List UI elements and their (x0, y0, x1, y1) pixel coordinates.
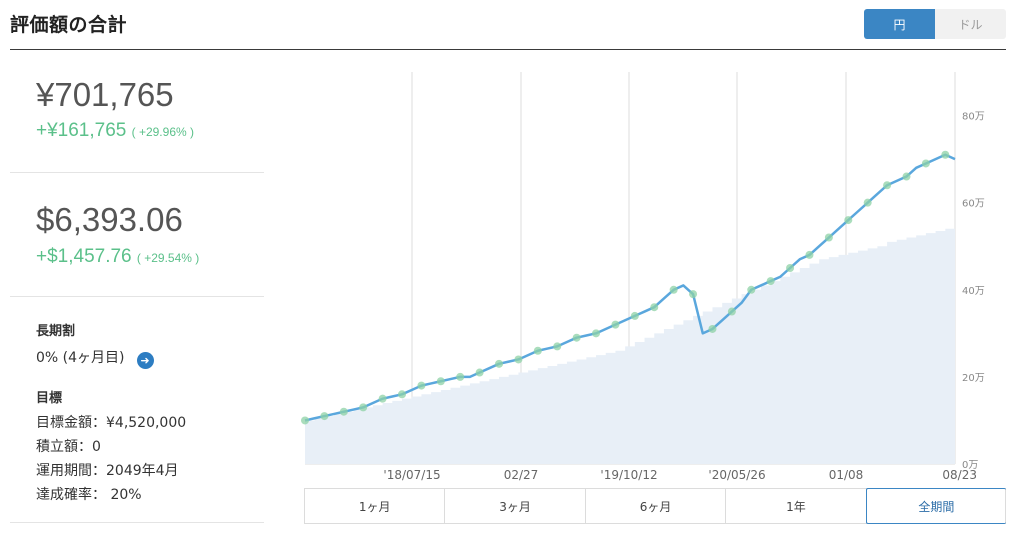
data-point (669, 285, 678, 294)
data-point (359, 403, 368, 412)
range-6-month-tab[interactable]: 6ヶ月 (586, 489, 727, 523)
usd-gain-amount: +$1,457.76 (36, 246, 132, 267)
usd-gain: +$1,457.76 ( +29.54% ) (36, 246, 199, 268)
data-point (514, 355, 523, 364)
data-point (630, 311, 639, 320)
data-point (572, 333, 581, 342)
x-tick-label: '18/07/15 (383, 468, 440, 482)
data-point (417, 381, 426, 390)
usd-summary: $6,393.06 +$1,457.76 ( +29.54% ) (10, 173, 264, 297)
details-section: 長期割 0% (4ヶ月目) ➜ 目標 目標金額：¥4,520,000 積立額：0 … (10, 296, 264, 523)
range-1-month-tab[interactable]: 1ヶ月 (305, 489, 446, 523)
data-point (378, 394, 387, 403)
yen-total: ¥701,765 (36, 76, 174, 113)
y-tick-label: 40万 (962, 286, 985, 297)
data-point (475, 368, 484, 377)
yen-summary: ¥701,765 +¥161,765 ( +29.96% ) (10, 50, 264, 173)
y-axis-ticks: 0万 20万 40万 60万 80万 (962, 112, 985, 471)
header: 評価額の合計 円 ドル (10, 0, 1006, 50)
data-point (689, 290, 698, 299)
data-point (883, 181, 892, 190)
y-tick-label: 20万 (962, 373, 985, 384)
y-tick-label: 0万 (962, 460, 978, 471)
data-point (611, 320, 620, 329)
long-term-discount-value: 0% (4ヶ月目) (36, 350, 125, 366)
data-point (786, 264, 795, 272)
y-tick-label: 60万 (962, 199, 985, 210)
x-tick-label: 08/23 (942, 468, 977, 482)
data-point (339, 407, 348, 416)
x-tick-label: 01/08 (829, 468, 864, 482)
x-axis-ticks: '18/07/15 02/27 '19/10/12 '20/05/26 01/08 08/… (383, 468, 977, 482)
data-markers (301, 150, 950, 425)
data-point (727, 307, 736, 316)
data-point (941, 150, 950, 159)
currency-usd-button[interactable]: ドル (935, 9, 1006, 39)
usd-total: $6,393.06 (36, 201, 183, 238)
goal-probability: 達成確率： 20% (36, 487, 142, 503)
data-point (902, 172, 911, 181)
page-title: 評価額の合計 (10, 14, 128, 36)
data-point (650, 303, 659, 312)
goal-period: 運用期間：2049年4月 (36, 463, 179, 479)
currency-yen-button[interactable]: 円 (864, 9, 935, 39)
data-point (495, 359, 504, 368)
data-point (456, 372, 465, 381)
long-term-discount-title: 長期割 (36, 324, 76, 339)
x-tick-label: 02/27 (504, 468, 539, 482)
goal-contribution: 積立額：0 (36, 439, 101, 455)
x-tick-label: '20/05/26 (708, 468, 765, 482)
range-3-month-tab[interactable]: 3ヶ月 (445, 489, 586, 523)
data-point (398, 390, 407, 399)
data-point (863, 198, 872, 207)
range-1-year-tab[interactable]: 1年 (726, 489, 867, 523)
summary-panel: ¥701,765 +¥161,765 ( +29.96% ) $6,393.06… (10, 50, 264, 523)
data-point (921, 159, 930, 168)
x-tick-label: '19/10/12 (600, 468, 657, 482)
data-point (747, 285, 756, 294)
data-point (708, 324, 717, 333)
yen-gain: +¥161,765 ( +29.96% ) (36, 120, 194, 142)
goal-title: 目標 (36, 391, 63, 406)
data-point (592, 329, 601, 338)
usd-gain-percent: ( +29.54% ) (136, 251, 200, 265)
goal-target-amount: 目標金額：¥4,520,000 (36, 415, 187, 431)
range-selector[interactable]: 1ヶ月 3ヶ月 6ヶ月 1年 全期間 (304, 488, 1007, 524)
data-point (824, 233, 833, 242)
data-point (805, 250, 814, 259)
range-all-tab[interactable]: 全期間 (865, 488, 1007, 524)
data-point (844, 216, 853, 225)
y-tick-label: 80万 (962, 112, 985, 123)
data-point (436, 377, 445, 386)
principal-area-shape (305, 228, 955, 464)
currency-toggle[interactable]: 円 ドル (864, 9, 1006, 39)
data-point (301, 416, 309, 425)
long-term-discount-row: 0% (4ヶ月目) ➜ (36, 347, 154, 369)
yen-gain-amount: +¥161,765 (36, 120, 127, 141)
data-point (320, 412, 329, 421)
data-point (766, 277, 775, 286)
principal-area (305, 228, 955, 464)
data-point (553, 342, 562, 351)
data-point (533, 346, 542, 355)
arrow-right-circle-icon[interactable]: ➜ (136, 352, 154, 369)
yen-gain-percent: ( +29.96% ) (131, 125, 194, 139)
